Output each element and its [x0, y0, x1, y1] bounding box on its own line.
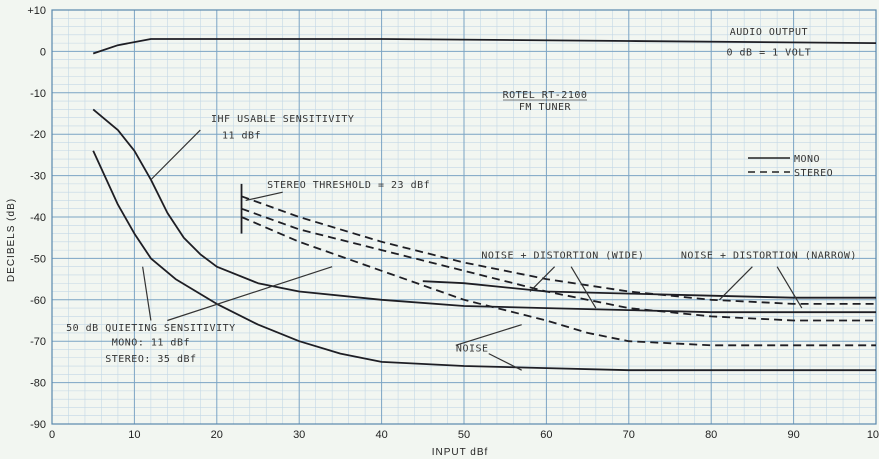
annotation-label: NOISE + DISTORTION (WIDE)	[481, 250, 644, 261]
plot-frame	[51, 9, 877, 425]
x-tick-label: 30	[293, 429, 305, 441]
x-tick-label: 50	[458, 429, 470, 441]
x-tick-label: 10	[128, 429, 140, 441]
annotation-pointer	[719, 266, 753, 301]
annotation-label: 0 dB = 1 VOLT	[726, 48, 811, 59]
annotation-label: AUDIO OUTPUT	[730, 27, 808, 38]
annotation-pointer	[455, 324, 522, 346]
annotation-label: 11 dBf	[222, 130, 261, 141]
series-line-mono-3	[422, 280, 876, 299]
annotation-pointer	[488, 353, 522, 371]
tick-labels: 0 10 20 30 40 50 60 70 80 90 100 +10 0 -10 -20 -30 -40 -5…	[27, 5, 879, 441]
annotation-pointer	[529, 266, 556, 292]
annotation-label: 50 dB QUIETING SENSITIVITY	[66, 323, 236, 334]
x-tick-label: 80	[705, 429, 717, 441]
series-line-stereo-4	[241, 195, 876, 305]
annotation-pointer	[245, 191, 283, 202]
annotation-pointer	[776, 266, 803, 309]
annotation-arrows	[142, 129, 803, 371]
y-tick-label: -40	[30, 212, 46, 224]
y-axis-title: DECIBELS (dB)	[6, 198, 17, 282]
annotation-label: NOISE + DISTORTION (NARROW)	[681, 250, 857, 261]
x-axis-title: INPUT dBf	[432, 447, 489, 458]
annotation-pointer	[570, 266, 597, 309]
series-line-stereo-5	[241, 207, 876, 322]
annotation-label: STEREO: 35 dBf	[105, 354, 196, 365]
legend-mono-label: MONO	[794, 154, 820, 165]
y-tick-label: -30	[30, 171, 46, 183]
x-tick-label: 60	[540, 429, 552, 441]
y-tick-label: -60	[30, 295, 46, 307]
series-layer	[92, 38, 877, 372]
y-tick-label: -10	[30, 88, 46, 100]
annotation-pointer	[167, 266, 333, 322]
series-line-mono-2	[92, 150, 876, 372]
legend: MONO STEREO	[748, 154, 833, 179]
annotation-label: MONO: 11 dBf	[112, 337, 190, 348]
annotation-pointer	[142, 266, 152, 321]
legend-stereo-label: STEREO	[794, 168, 833, 179]
y-tick-label: +10	[27, 5, 46, 17]
y-tick-label: -70	[30, 336, 46, 348]
y-tick-label: -20	[30, 129, 46, 141]
annotation-label: IHF USABLE SENSITIVITY	[211, 114, 354, 125]
y-tick-label: -50	[30, 253, 46, 265]
annotation-pointer	[150, 129, 201, 181]
chart-title: ROTEL RT-2100	[503, 90, 588, 101]
x-tick-label: 20	[211, 429, 223, 441]
major-grid	[51, 9, 877, 425]
annotation-label: NOISE	[456, 344, 489, 355]
x-tick-label: 70	[623, 429, 635, 441]
x-tick-label: 40	[375, 429, 387, 441]
x-tick-label: 90	[787, 429, 799, 441]
x-tick-label: 100	[867, 429, 879, 441]
annotation-label: STEREO THRESHOLD = 23 dBf	[267, 180, 430, 191]
series-line-mono-1	[92, 108, 876, 314]
chart-subtitle: FM TUNER	[519, 102, 572, 113]
y-tick-label: -80	[30, 378, 46, 390]
x-tick-label: 0	[49, 429, 55, 441]
series-line-stereo-6	[241, 216, 876, 347]
y-tick-label: -90	[30, 419, 46, 431]
y-tick-label: 0	[40, 46, 46, 58]
series-line-mono-0	[92, 38, 877, 55]
annotations: AUDIO OUTPUT 0 dB = 1 VOLT IHF USABLE SENS…	[66, 27, 857, 365]
